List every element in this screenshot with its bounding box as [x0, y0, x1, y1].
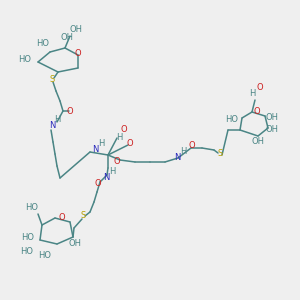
Text: N: N — [103, 173, 109, 182]
Text: S: S — [50, 76, 55, 85]
Text: O: O — [114, 158, 120, 166]
Text: O: O — [95, 178, 101, 188]
Text: H: H — [249, 88, 255, 98]
Text: N: N — [49, 122, 55, 130]
Text: HO: HO — [226, 116, 238, 124]
Text: OH: OH — [251, 137, 265, 146]
Text: S: S — [80, 212, 86, 220]
Text: OH: OH — [266, 125, 278, 134]
Text: H: H — [54, 116, 60, 124]
Text: O: O — [189, 140, 195, 149]
Text: HO: HO — [22, 232, 34, 242]
Text: H: H — [98, 140, 104, 148]
Text: H: H — [180, 148, 186, 157]
Text: HO: HO — [37, 40, 50, 49]
Text: S: S — [218, 148, 223, 158]
Text: H: H — [116, 133, 122, 142]
Text: O: O — [254, 107, 260, 116]
Text: O: O — [257, 83, 263, 92]
Text: HO: HO — [19, 56, 32, 64]
Text: OH: OH — [70, 26, 83, 34]
Text: O: O — [127, 139, 133, 148]
Text: HO: HO — [26, 203, 38, 212]
Text: O: O — [67, 106, 73, 116]
Text: OH: OH — [266, 113, 278, 122]
Text: O: O — [75, 49, 81, 58]
Text: H: H — [109, 167, 115, 176]
Text: N: N — [92, 146, 98, 154]
Text: OH: OH — [61, 34, 74, 43]
Text: HO: HO — [38, 251, 52, 260]
Text: OH: OH — [68, 239, 82, 248]
Text: N: N — [174, 154, 180, 163]
Text: O: O — [59, 214, 65, 223]
Text: HO: HO — [20, 248, 34, 256]
Text: O: O — [121, 125, 127, 134]
